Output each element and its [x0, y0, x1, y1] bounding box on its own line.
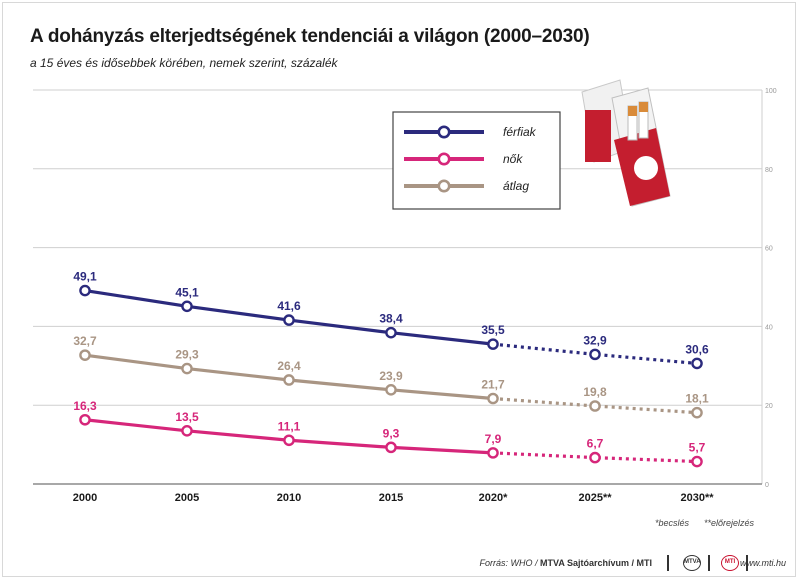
- footer: Forrás: WHO / MTVA Sajtóarchívum / MTI M…: [0, 553, 800, 577]
- data-point: [283, 434, 295, 447]
- cigarette-filter: [639, 102, 648, 112]
- footer-divider: [667, 555, 669, 571]
- data-label: 41,6: [277, 299, 301, 313]
- data-point: [385, 384, 397, 396]
- legend-label: nők: [503, 152, 523, 166]
- chart-title: A dohányzás elterjedtségének tendenciái …: [30, 26, 590, 47]
- series-line-projected: [492, 451, 698, 464]
- x-tick-label: 2025**: [578, 492, 612, 504]
- data-point: [589, 348, 601, 361]
- data-label: 18,1: [685, 392, 709, 406]
- pack-logo-circle: [634, 156, 658, 180]
- data-label: 16,3: [73, 399, 97, 413]
- data-point: [487, 392, 499, 405]
- data-label: 30,6: [685, 342, 709, 356]
- data-point: [385, 326, 397, 339]
- source-prefix: Forrás: WHO /: [479, 558, 538, 568]
- data-point: [487, 338, 499, 350]
- y-tick-label: 80: [765, 167, 773, 174]
- data-label: 29,3: [175, 348, 199, 362]
- data-label: 49,1: [73, 270, 97, 284]
- data-label: 7,9: [485, 432, 502, 446]
- data-point: [385, 441, 397, 454]
- series-line-projected: [492, 342, 698, 366]
- legend-label: átlag: [503, 179, 529, 193]
- data-point: [181, 425, 193, 437]
- y-tick-label: 20: [765, 403, 773, 410]
- y-tick-label: 60: [765, 246, 773, 253]
- mtva-logo: MTVA: [683, 555, 701, 571]
- footer-divider: [708, 555, 710, 571]
- legend-swatch-marker: [437, 179, 451, 193]
- data-point: [589, 400, 601, 412]
- data-label: 26,4: [277, 359, 301, 373]
- x-tick-label: 2010: [277, 492, 301, 504]
- footer-divider: [746, 555, 748, 571]
- data-label: 5,7: [689, 441, 706, 455]
- data-point: [691, 406, 703, 419]
- chart-subtitle: a 15 éves és idősebbek körében, nemek sz…: [30, 56, 338, 70]
- estimate-note: *becslés: [655, 518, 690, 528]
- pack-back-red: [585, 110, 611, 162]
- cigarette-filter: [628, 106, 637, 116]
- forecast-note: **előrejelzés: [704, 518, 755, 528]
- data-label: 6,7: [587, 437, 604, 451]
- x-tick-label: 2015: [379, 492, 403, 504]
- source-credit: Forrás: WHO / MTVA Sajtóarchívum / MTI: [479, 558, 652, 568]
- data-label: 11,1: [278, 419, 301, 433]
- data-point: [181, 300, 193, 313]
- data-point: [691, 455, 703, 468]
- y-tick-label: 100: [765, 88, 777, 95]
- x-tick-label: 2020*: [479, 492, 508, 504]
- data-label: 23,9: [379, 369, 403, 383]
- data-point: [487, 447, 499, 459]
- series-line-projected: [492, 396, 698, 415]
- x-tick-label: 2000: [73, 492, 97, 504]
- mti-logo: MTI: [721, 555, 739, 571]
- cigarette-pack-illustration: [581, 79, 671, 207]
- data-point: [283, 314, 295, 326]
- data-label: 13,5: [175, 410, 199, 424]
- data-label: 35,5: [481, 323, 505, 337]
- y-tick-label: 40: [765, 324, 773, 331]
- legend-label: férfiak: [503, 125, 537, 139]
- data-label: 38,4: [379, 312, 403, 326]
- data-point: [79, 349, 91, 361]
- x-tick-label: 2005: [175, 492, 199, 504]
- data-label: 19,8: [583, 385, 607, 399]
- legend-swatch-marker: [437, 125, 451, 139]
- site-url: www.mti.hu: [739, 558, 786, 568]
- y-tick-label: 0: [765, 482, 769, 489]
- data-point: [691, 357, 703, 370]
- data-label: 9,3: [383, 426, 400, 440]
- legend-swatch-marker: [437, 152, 451, 166]
- data-point: [283, 374, 295, 386]
- data-label: 32,7: [73, 334, 97, 348]
- data-point: [589, 451, 601, 464]
- data-point: [79, 284, 91, 297]
- source-org: MTVA Sajtóarchívum / MTI: [539, 558, 652, 568]
- x-tick-label: 2030**: [680, 492, 714, 504]
- data-point: [181, 362, 193, 375]
- data-point: [79, 413, 91, 426]
- data-label: 21,7: [481, 378, 505, 392]
- data-label: 32,9: [583, 333, 607, 347]
- data-label: 45,1: [175, 285, 199, 299]
